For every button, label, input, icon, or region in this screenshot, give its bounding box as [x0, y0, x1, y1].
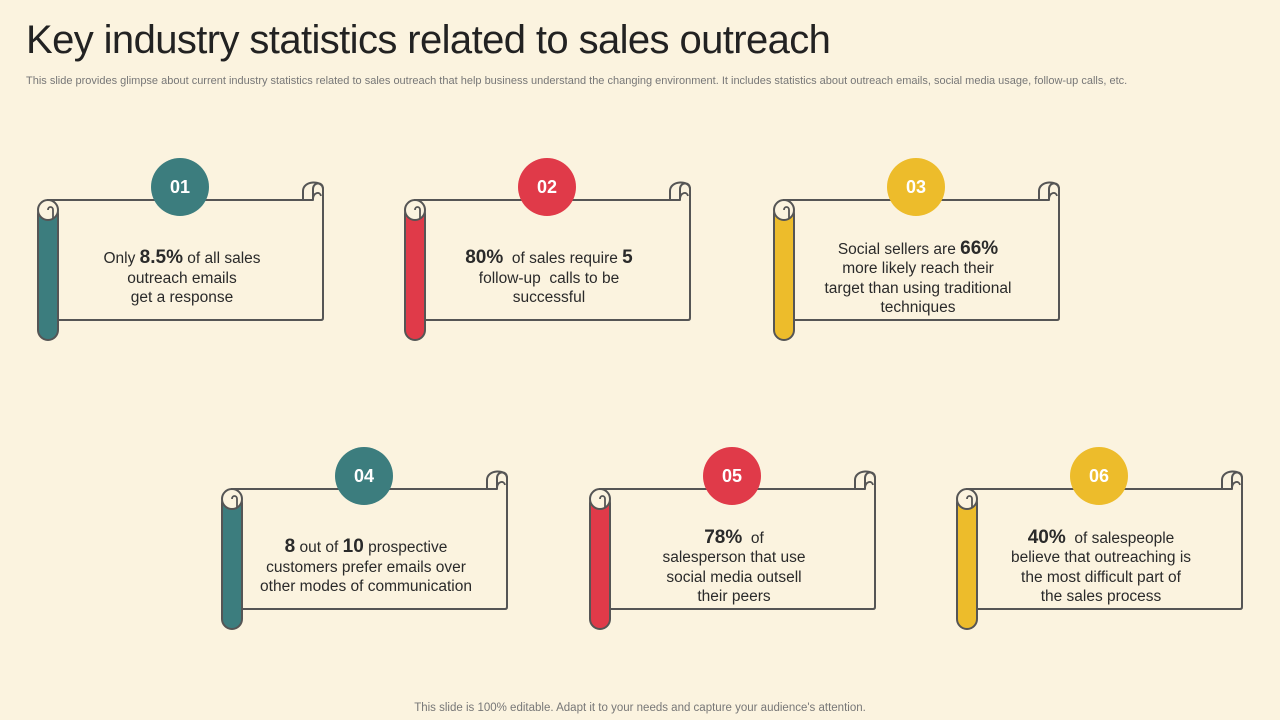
stat-figure: 5 — [622, 247, 633, 269]
stat-card-01: 01 Only 8.5% of all sales outreach emails g… — [37, 158, 337, 358]
stat-text-segment: target than using traditional — [824, 279, 1012, 297]
stat-text: Social sellers are 66% more likely reach … — [818, 218, 1018, 338]
stat-text: 8 out of 10 prospective customers prefer … — [260, 507, 472, 627]
stat-figure: 78% — [704, 526, 743, 548]
stat-text-segment: of sales require — [503, 250, 623, 268]
stat-figure: 66% — [960, 237, 999, 259]
stat-text-segment: Only — [103, 250, 140, 268]
scroll-shape — [589, 470, 876, 630]
stat-text-segment: outreach emails — [127, 269, 237, 287]
stat-text-segment: of — [742, 529, 764, 547]
stat-text-segment: other modes of communication — [260, 578, 472, 596]
stat-text-segment: believe that outreaching is — [1010, 549, 1192, 566]
scroll-shape — [404, 181, 691, 341]
stat-text: 40% of salespeople believe that outreachi… — [1001, 507, 1201, 627]
stat-text-segment: social media outsell — [666, 568, 802, 586]
stat-number-badge: 02 — [518, 158, 576, 216]
stat-text-segment: more likely reach their — [842, 260, 994, 277]
stat-card-05: 05 78% of salesperson that use social media… — [589, 447, 889, 647]
stat-text-segment: Social sellers are — [837, 240, 961, 258]
stat-figure: 40% — [1027, 526, 1066, 548]
scroll-shape — [37, 181, 324, 341]
stat-number-badge: 03 — [887, 158, 945, 216]
stat-text-segment: the sales process — [1040, 588, 1162, 605]
stat-number-badge: 04 — [335, 447, 393, 505]
stat-number-badge: 01 — [151, 158, 209, 216]
slide-title: Key industry statistics related to sales… — [26, 18, 831, 62]
stat-text-segment: of all sales — [182, 250, 261, 268]
stat-text-segment: techniques — [880, 299, 956, 316]
stat-card-06: 06 40% of salespeople believe that outreac… — [956, 447, 1256, 647]
scroll-shape — [773, 181, 1060, 341]
stat-text-segment: follow-up calls to be — [478, 269, 620, 287]
stat-text-segment: of salespeople — [1065, 529, 1175, 547]
stat-text-segment: their peers — [697, 588, 771, 605]
stat-figure: 8 — [284, 536, 296, 558]
stat-card-03: 03 Social sellers are 66% more likely reac… — [773, 158, 1073, 358]
stat-card-02: 02 80% of sales require 5 follow-up calls … — [404, 158, 704, 358]
stat-figure: 80% — [465, 247, 504, 269]
scroll-shape — [221, 470, 508, 630]
stat-number-badge: 05 — [703, 447, 761, 505]
stat-card-04: 04 8 out of 10 prospective customers prefe… — [221, 447, 521, 647]
stat-text: Only 8.5% of all sales outreach emails get… — [82, 218, 282, 338]
stat-figure: 8.5% — [139, 247, 183, 269]
stat-text-segment: get a response — [130, 289, 234, 307]
slide-subtitle: This slide provides glimpse about curren… — [26, 75, 1128, 87]
stat-number-badge: 06 — [1070, 447, 1128, 505]
stat-text-segment: out of — [295, 539, 343, 557]
stat-text-segment: prospective — [363, 539, 448, 557]
scroll-shape — [956, 470, 1243, 630]
stat-figure: 10 — [342, 536, 364, 558]
stat-text-segment: successful — [512, 289, 586, 307]
slide-footer: This slide is 100% editable. Adapt it to… — [414, 702, 866, 714]
stat-text-segment: customers prefer emails over — [266, 558, 466, 576]
stat-text-segment: salesperson that use — [662, 549, 806, 566]
stat-text: 80% of sales require 5 follow-up calls to… — [449, 218, 649, 338]
stat-text-segment: the most difficult part of — [1021, 568, 1181, 586]
stat-text: 78% of salesperson that use social media o… — [634, 507, 834, 627]
